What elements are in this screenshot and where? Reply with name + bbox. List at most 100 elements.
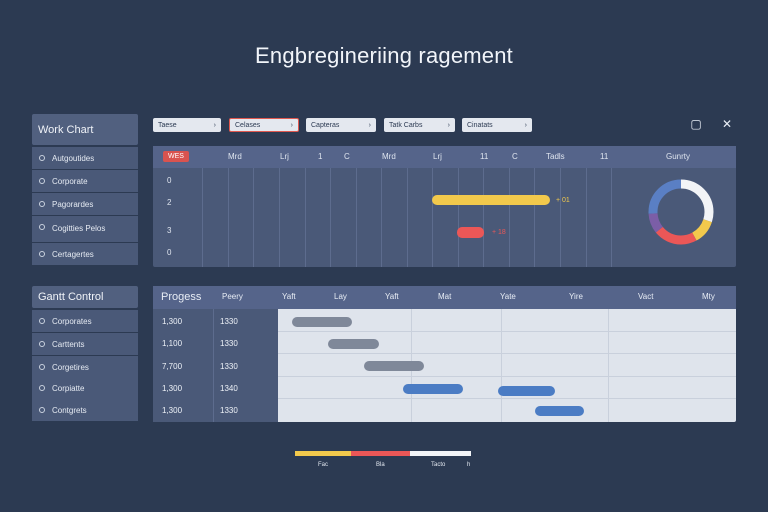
work-chart-heading: Work Chart: [32, 114, 138, 145]
timeline-bar[interactable]: [432, 195, 550, 205]
cell-progress: 1,100: [162, 339, 183, 348]
chevron-right-icon: ›: [290, 121, 293, 129]
timeline-bar[interactable]: [457, 227, 484, 238]
column-header-period[interactable]: Peery: [222, 292, 243, 301]
grid-line: [253, 168, 254, 267]
gantt-bar[interactable]: [498, 386, 555, 396]
select-tatk-carbs[interactable]: Tatk Carbs ›: [384, 118, 455, 132]
timeline-header: [153, 146, 736, 168]
column-header: Lay: [334, 292, 347, 301]
row-divider: [278, 398, 736, 399]
bullet-icon: [39, 201, 45, 207]
grid-line: [501, 309, 502, 422]
grid-line: [305, 168, 306, 267]
column-header: Mty: [702, 292, 715, 301]
bullet-icon: [39, 224, 45, 230]
grid-line: [381, 168, 382, 267]
legend-swatch: [351, 451, 410, 456]
grid-line: [202, 168, 203, 267]
select-celases[interactable]: Celases ›: [229, 118, 299, 132]
select-capteras[interactable]: Capteras ›: [306, 118, 376, 132]
row-label: 2: [167, 198, 172, 207]
gantt-bar[interactable]: [292, 317, 352, 327]
chevron-right-icon: ›: [524, 121, 527, 129]
row-label: 0: [167, 248, 172, 257]
select-label: Tatk Carbs: [389, 121, 423, 129]
row-divider: [278, 331, 736, 332]
bullet-icon: [39, 155, 45, 161]
page-title: Engbregineriing ragement: [255, 43, 513, 68]
sidebar-item-autgoutides[interactable]: Autgoutides: [32, 147, 138, 169]
select-label: Taese: [158, 121, 177, 129]
row-label: 0: [167, 176, 172, 185]
grid-line: [586, 168, 587, 267]
sidebar-item-label: Cogitties Pelos: [52, 224, 106, 233]
row-label: 3: [167, 226, 172, 235]
sidebar-item-label: Corporates: [52, 316, 92, 326]
timeline-header-label: Tadls: [546, 152, 565, 161]
sidebar-item-label: Corporate: [52, 176, 88, 186]
cell-progress: 1,300: [162, 406, 183, 415]
grid-line: [407, 168, 408, 267]
grid-line: [330, 168, 331, 267]
timeline-badge: WES: [163, 151, 189, 162]
close-button[interactable]: ✕: [721, 117, 733, 131]
timeline-bar-label: + 18: [492, 229, 506, 236]
grid-line: [608, 309, 609, 422]
sidebar-item-label: Corpiatte: [52, 383, 85, 393]
gantt-sidebar-item[interactable]: Corporates: [32, 310, 138, 332]
column-header: Yire: [569, 292, 583, 301]
maximize-button[interactable]: ▢: [690, 117, 702, 131]
grid-line: [483, 168, 484, 267]
select-label: Cinatats: [467, 121, 493, 129]
select-taese[interactable]: Taese ›: [153, 118, 221, 132]
gantt-sidebar-item[interactable]: Carttents: [32, 333, 138, 355]
column-header-progress[interactable]: Progess: [161, 291, 202, 303]
timeline-header-label: 11: [600, 152, 609, 161]
cell-period: 1340: [220, 384, 238, 393]
bullet-icon: [39, 318, 45, 324]
sidebar-item-corporate[interactable]: Corporate: [32, 170, 138, 192]
cell-period: 1330: [220, 339, 238, 348]
gantt-bar[interactable]: [403, 384, 463, 394]
row-divider: [278, 353, 736, 354]
sidebar-item-pagorardes[interactable]: Pagorardes: [32, 193, 138, 215]
column-header: Vact: [638, 292, 654, 301]
sidebar-item-label: Pagorardes: [52, 199, 94, 209]
chevron-right-icon: ›: [368, 121, 371, 129]
select-label: Celases: [235, 121, 261, 129]
sidebar-item-label: Certagertes: [52, 249, 94, 259]
timeline-header-label: Lrj: [280, 152, 289, 161]
cell-progress: 7,700: [162, 362, 183, 371]
gantt-table-header: [153, 286, 736, 309]
gantt-sidebar-item[interactable]: Corgetires: [32, 356, 138, 378]
cell-progress: 1,300: [162, 317, 183, 326]
donut-segment-2: [648, 179, 714, 245]
grid-line: [534, 168, 535, 267]
select-cinatats[interactable]: Cinatats ›: [462, 118, 532, 132]
gantt-control-heading: Gantt Control: [32, 286, 138, 308]
legend-swatch: [410, 451, 471, 456]
legend-label: h: [467, 462, 471, 468]
timeline-bar-label: + 01: [556, 197, 570, 204]
grid-line: [458, 168, 459, 267]
cell-progress: 1,300: [162, 384, 183, 393]
legend-label: Tacto: [431, 462, 446, 468]
gantt-bar[interactable]: [364, 361, 424, 371]
gantt-sidebar-item[interactable]: Corpiatte: [32, 377, 138, 399]
timeline-header-label: 11: [480, 152, 489, 161]
sidebar-item-label: Corgetires: [52, 362, 89, 372]
sidebar-item-certagertes[interactable]: Certagertes: [32, 243, 138, 265]
gantt-bar[interactable]: [328, 339, 379, 349]
donut-segment-4: [648, 179, 714, 245]
sidebar-item-cogitties[interactable]: Cogitties Pelos: [32, 216, 138, 242]
grid-line: [560, 168, 561, 267]
timeline-header-label: Mrd: [228, 152, 242, 161]
cell-period: 1330: [220, 317, 238, 326]
gantt-bar[interactable]: [535, 406, 584, 416]
chevron-right-icon: ›: [213, 121, 216, 129]
gantt-data-columns: [153, 309, 278, 422]
bullet-icon: [39, 407, 45, 413]
legend-label: Bla: [376, 462, 385, 468]
gantt-sidebar-item[interactable]: Contgrets: [32, 399, 138, 421]
